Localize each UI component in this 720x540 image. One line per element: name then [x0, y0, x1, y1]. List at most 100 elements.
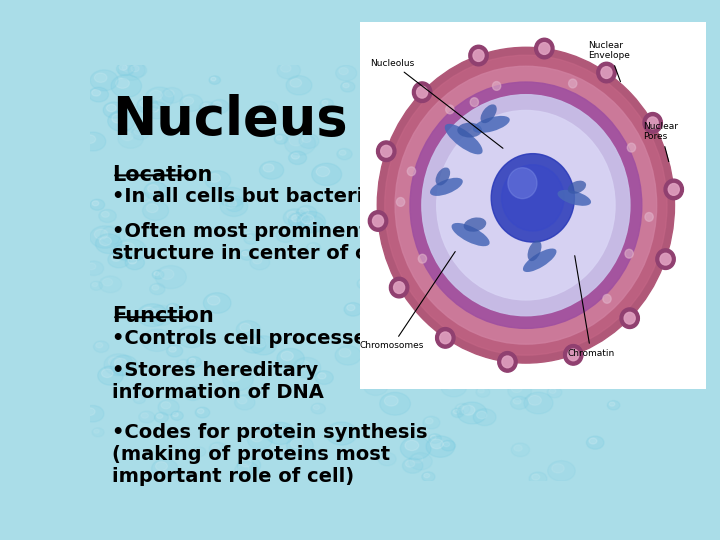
Text: •In all cells but bacteria cells: •In all cells but bacteria cells — [112, 187, 433, 206]
Circle shape — [90, 199, 104, 210]
Ellipse shape — [457, 123, 482, 138]
Circle shape — [452, 256, 470, 270]
Circle shape — [309, 244, 315, 249]
Circle shape — [625, 249, 634, 258]
Circle shape — [140, 100, 150, 107]
Circle shape — [259, 101, 278, 116]
Circle shape — [381, 91, 399, 105]
Circle shape — [250, 255, 270, 270]
Circle shape — [567, 163, 592, 182]
Circle shape — [583, 211, 601, 224]
Ellipse shape — [557, 190, 591, 206]
Circle shape — [300, 215, 324, 233]
Circle shape — [453, 409, 459, 414]
Ellipse shape — [473, 116, 510, 133]
Circle shape — [297, 361, 310, 370]
Circle shape — [608, 401, 620, 410]
Circle shape — [621, 320, 629, 326]
Circle shape — [177, 326, 206, 348]
Circle shape — [366, 230, 372, 234]
Circle shape — [369, 211, 387, 231]
Circle shape — [118, 130, 143, 148]
Circle shape — [148, 305, 175, 326]
Circle shape — [426, 251, 439, 261]
Circle shape — [451, 408, 464, 417]
Circle shape — [567, 95, 576, 103]
Circle shape — [384, 93, 392, 99]
Circle shape — [589, 321, 612, 339]
Circle shape — [339, 68, 348, 75]
Circle shape — [601, 183, 624, 200]
Circle shape — [289, 136, 303, 146]
Circle shape — [166, 345, 183, 357]
Circle shape — [624, 312, 635, 324]
Circle shape — [371, 256, 377, 260]
Circle shape — [210, 442, 226, 455]
Circle shape — [455, 403, 470, 415]
Circle shape — [283, 209, 307, 227]
Circle shape — [307, 242, 321, 253]
Circle shape — [428, 434, 441, 443]
Circle shape — [636, 242, 649, 252]
Circle shape — [199, 102, 215, 113]
Circle shape — [397, 198, 405, 206]
Circle shape — [90, 70, 118, 91]
Circle shape — [613, 105, 622, 112]
Circle shape — [138, 193, 144, 198]
Circle shape — [320, 99, 333, 109]
Circle shape — [542, 326, 556, 336]
Circle shape — [410, 102, 422, 110]
Circle shape — [137, 97, 158, 113]
Circle shape — [451, 239, 464, 249]
Circle shape — [364, 377, 388, 395]
Circle shape — [469, 249, 485, 261]
Circle shape — [571, 166, 582, 174]
Circle shape — [94, 429, 99, 433]
Circle shape — [605, 312, 618, 322]
Circle shape — [99, 210, 116, 222]
Circle shape — [574, 208, 601, 228]
Circle shape — [404, 125, 418, 136]
Circle shape — [384, 396, 398, 406]
Circle shape — [480, 97, 510, 118]
Circle shape — [365, 189, 377, 198]
Circle shape — [161, 87, 183, 103]
Circle shape — [276, 228, 295, 242]
Circle shape — [539, 368, 553, 379]
Circle shape — [417, 86, 428, 98]
Circle shape — [534, 104, 542, 109]
Circle shape — [381, 145, 392, 157]
Ellipse shape — [480, 104, 497, 123]
Circle shape — [150, 284, 165, 295]
Circle shape — [529, 472, 547, 485]
Circle shape — [98, 366, 123, 385]
Circle shape — [589, 216, 603, 226]
Circle shape — [266, 422, 295, 444]
Circle shape — [598, 236, 623, 255]
Circle shape — [546, 75, 560, 84]
Circle shape — [616, 368, 638, 384]
Circle shape — [580, 335, 588, 341]
Circle shape — [426, 64, 440, 74]
Circle shape — [539, 43, 550, 55]
Circle shape — [168, 305, 174, 309]
Circle shape — [411, 314, 425, 325]
Circle shape — [569, 79, 577, 88]
Circle shape — [102, 212, 109, 217]
Circle shape — [326, 422, 357, 445]
Circle shape — [145, 102, 168, 119]
Circle shape — [318, 373, 326, 379]
Text: •Stores hereditary
information of DNA: •Stores hereditary information of DNA — [112, 361, 324, 402]
Circle shape — [425, 320, 445, 335]
Circle shape — [498, 137, 512, 147]
Circle shape — [292, 215, 301, 222]
Circle shape — [421, 248, 451, 269]
Circle shape — [441, 440, 456, 451]
Ellipse shape — [430, 178, 463, 196]
Text: Nucleus: Nucleus — [112, 94, 348, 146]
Circle shape — [439, 377, 445, 382]
Circle shape — [508, 168, 537, 199]
Circle shape — [412, 103, 418, 107]
Circle shape — [377, 48, 675, 363]
Circle shape — [378, 453, 396, 465]
